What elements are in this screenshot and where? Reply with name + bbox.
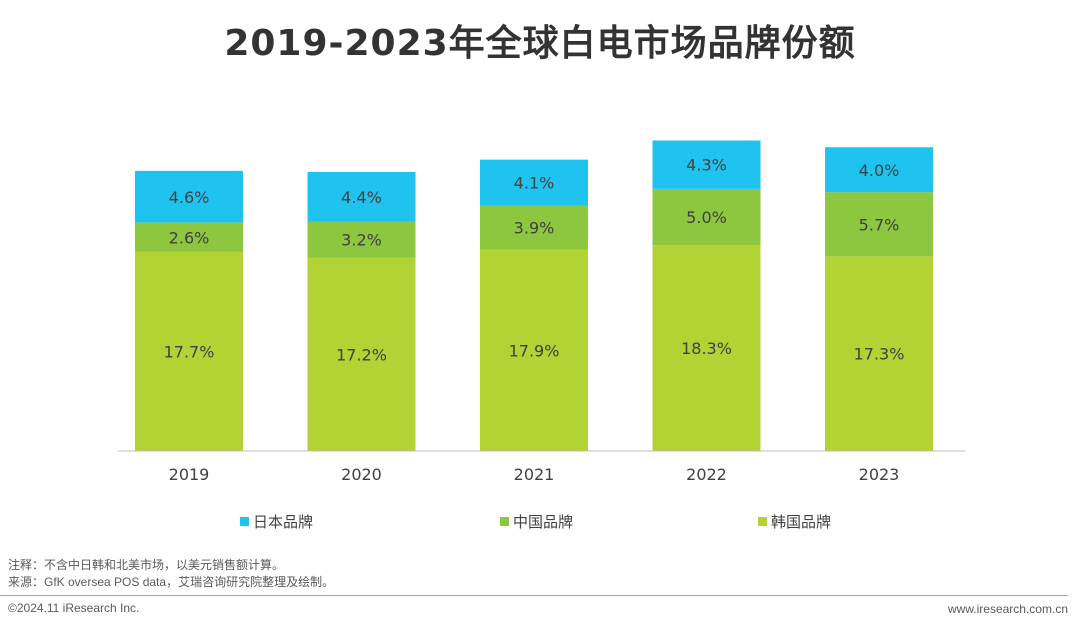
legend-swatch-japan [240, 517, 249, 526]
bar-segment-japan-2019 [135, 170, 243, 223]
data-label-china-2020: 3.2% [341, 231, 382, 250]
data-label-china-2023: 5.7% [859, 215, 900, 234]
data-label-korea-2021: 17.9% [509, 341, 560, 360]
bar-segment-korea-2023 [825, 256, 933, 451]
note-text: 注释：不含中日韩和北美市场，以美元销售额计算。 [8, 558, 285, 572]
bar-segment-korea-2020 [307, 257, 416, 451]
legend-label-korea: 韩国品牌 [771, 513, 832, 531]
bar-segment-china-2019 [135, 222, 243, 252]
x-tick-label-2019: 2019 [169, 465, 210, 484]
bar-segment-japan-2021 [480, 159, 588, 206]
legend-label-japan: 日本品牌 [253, 513, 314, 531]
data-label-japan-2023: 4.0% [859, 161, 900, 180]
data-label-china-2022: 5.0% [686, 208, 727, 227]
legend-swatch-korea [758, 517, 767, 526]
bar-segment-china-2021 [480, 205, 588, 250]
bar-segment-japan-2023 [825, 147, 933, 193]
source-text: 来源：GfK oversea POS data，艾瑞咨询研究院整理及绘制。 [8, 575, 335, 589]
bar-segment-korea-2022 [652, 245, 761, 451]
x-tick-label-2021: 2021 [514, 465, 555, 484]
data-label-japan-2021: 4.1% [514, 174, 555, 193]
website-link[interactable]: www.iresearch.com.cn [947, 602, 1068, 616]
data-label-korea-2022: 18.3% [681, 339, 732, 358]
x-tick-label-2020: 2020 [341, 465, 382, 484]
x-tick-label-2023: 2023 [859, 465, 900, 484]
footer-divider [0, 595, 1068, 596]
data-label-japan-2020: 4.4% [341, 188, 382, 207]
data-label-japan-2019: 4.6% [169, 188, 210, 207]
data-label-china-2019: 2.6% [169, 228, 210, 247]
bar-segment-china-2020 [307, 221, 416, 258]
bar-segment-japan-2020 [307, 172, 416, 222]
bar-segment-japan-2022 [652, 140, 761, 189]
bar-segment-korea-2019 [135, 251, 243, 451]
data-label-china-2021: 3.9% [514, 219, 555, 238]
bar-segment-china-2022 [652, 188, 761, 246]
legend: 日本品牌 中国品牌 韩国品牌 [0, 511, 1080, 535]
stacked-bar-chart: 17.7% 2.6% 4.6% 17.2% 3.2% 4.4% 17.9% 3.9% 4.1% 1… [118, 140, 965, 484]
legend-label-china: 中国品牌 [513, 513, 574, 531]
legend-item-korea: 韩国品牌 [758, 511, 831, 532]
copyright-text: ©2024.11 iResearch Inc. [8, 601, 140, 615]
bar-segment-korea-2021 [480, 249, 588, 451]
chart-title: 2019-2023年全球白电市场品牌份额 [224, 23, 856, 64]
data-label-korea-2019: 17.7% [164, 342, 215, 361]
legend-swatch-china [500, 517, 509, 526]
legend-item-china: 中国品牌 [500, 511, 573, 532]
data-label-korea-2023: 17.3% [854, 345, 905, 364]
bar-segment-china-2023 [825, 192, 933, 257]
data-label-japan-2022: 4.3% [686, 156, 727, 175]
legend-item-japan: 日本品牌 [240, 511, 313, 532]
x-tick-label-2022: 2022 [686, 465, 727, 484]
data-label-korea-2020: 17.2% [336, 345, 387, 364]
